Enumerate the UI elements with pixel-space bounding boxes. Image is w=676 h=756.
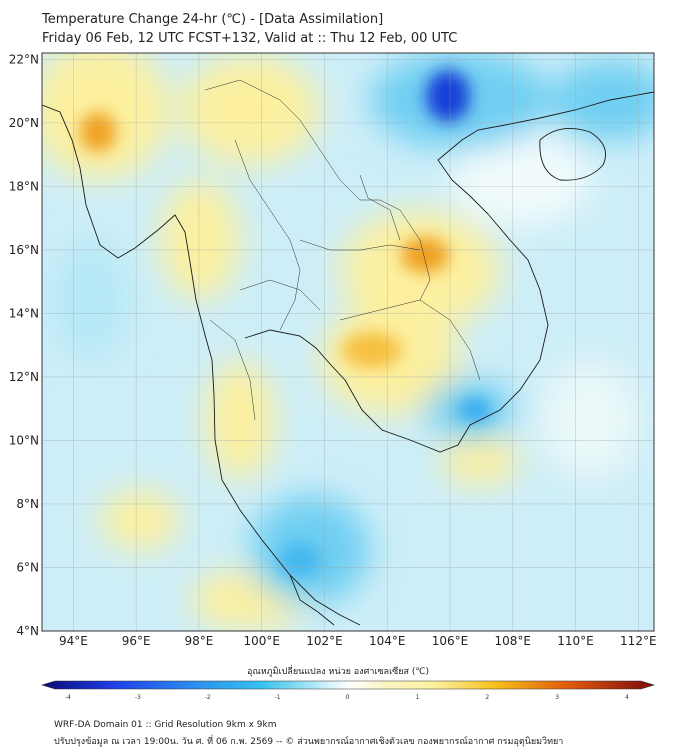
footer-credit: ปรับปรุงข้อมูล ณ เวลา 19:00น. วัน ศ. ที่… xyxy=(54,737,564,747)
admin-borders xyxy=(204,79,481,421)
colorbar-tick-label: -2 xyxy=(205,694,211,701)
lon-tick-label: 96°E xyxy=(122,634,151,648)
lon-tick-label: 112°E xyxy=(620,634,657,648)
lat-lon-grid xyxy=(42,53,654,631)
lon-tick-label: 102°E xyxy=(306,634,343,648)
temperature-field xyxy=(42,53,654,630)
lat-tick-label: 4°N xyxy=(16,624,39,638)
colorbar-tick-label: -3 xyxy=(135,694,141,701)
lon-tick-label: 98°E xyxy=(184,634,213,648)
footer-model-info: WRF-DA Domain 01 :: Grid Resolution 9km … xyxy=(54,720,277,730)
lat-tick-label: 8°N xyxy=(16,497,39,511)
lat-tick-label: 14°N xyxy=(9,306,39,320)
lon-tick-label: 108°E xyxy=(495,634,532,648)
lon-tick-label: 106°E xyxy=(432,634,469,648)
lat-tick-label: 10°N xyxy=(9,433,39,447)
map-title: Temperature Change 24-hr (℃) - [Data Ass… xyxy=(42,12,384,27)
lat-tick-label: 6°N xyxy=(16,560,39,574)
temperature-change-map: 22°N 20°N 18°N 16°N 14°N 12°N 10°N 8°N 6°N 4°N 94… xyxy=(9,52,657,701)
lat-tick-label: 16°N xyxy=(9,243,39,257)
colorbar-tick-label: -1 xyxy=(275,694,281,701)
colorbar-tick-label: 2 xyxy=(485,694,489,701)
lat-tick-label: 12°N xyxy=(9,370,39,384)
colorbar-tick-label: 0 xyxy=(346,694,350,701)
colorbar-label: อุณหภูมิเปลี่ยนแปลง หน่วย องศาเซลเซียส (… xyxy=(246,667,430,677)
plot-frame xyxy=(41,52,655,632)
lon-tick-label: 104°E xyxy=(369,634,406,648)
coastlines xyxy=(42,91,654,626)
colorbar-tick-label: 4 xyxy=(625,694,629,701)
colorbar-tick-label: -4 xyxy=(65,694,71,701)
colorbar: -4 -3 -2 -1 0 1 2 3 4 xyxy=(40,680,656,701)
lon-tick-label: 110°E xyxy=(557,634,594,648)
colorbar-tick-label: 3 xyxy=(555,694,559,701)
lat-tick-label: 18°N xyxy=(9,179,39,193)
lat-tick-label: 20°N xyxy=(9,116,39,130)
lon-tick-label: 100°E xyxy=(243,634,280,648)
map-subtitle: Friday 06 Feb, 12 UTC FCST+132, Valid at… xyxy=(42,31,458,46)
lat-tick-label: 22°N xyxy=(9,52,39,66)
colorbar-tick-label: 1 xyxy=(415,694,419,701)
lon-tick-label: 94°E xyxy=(59,634,88,648)
